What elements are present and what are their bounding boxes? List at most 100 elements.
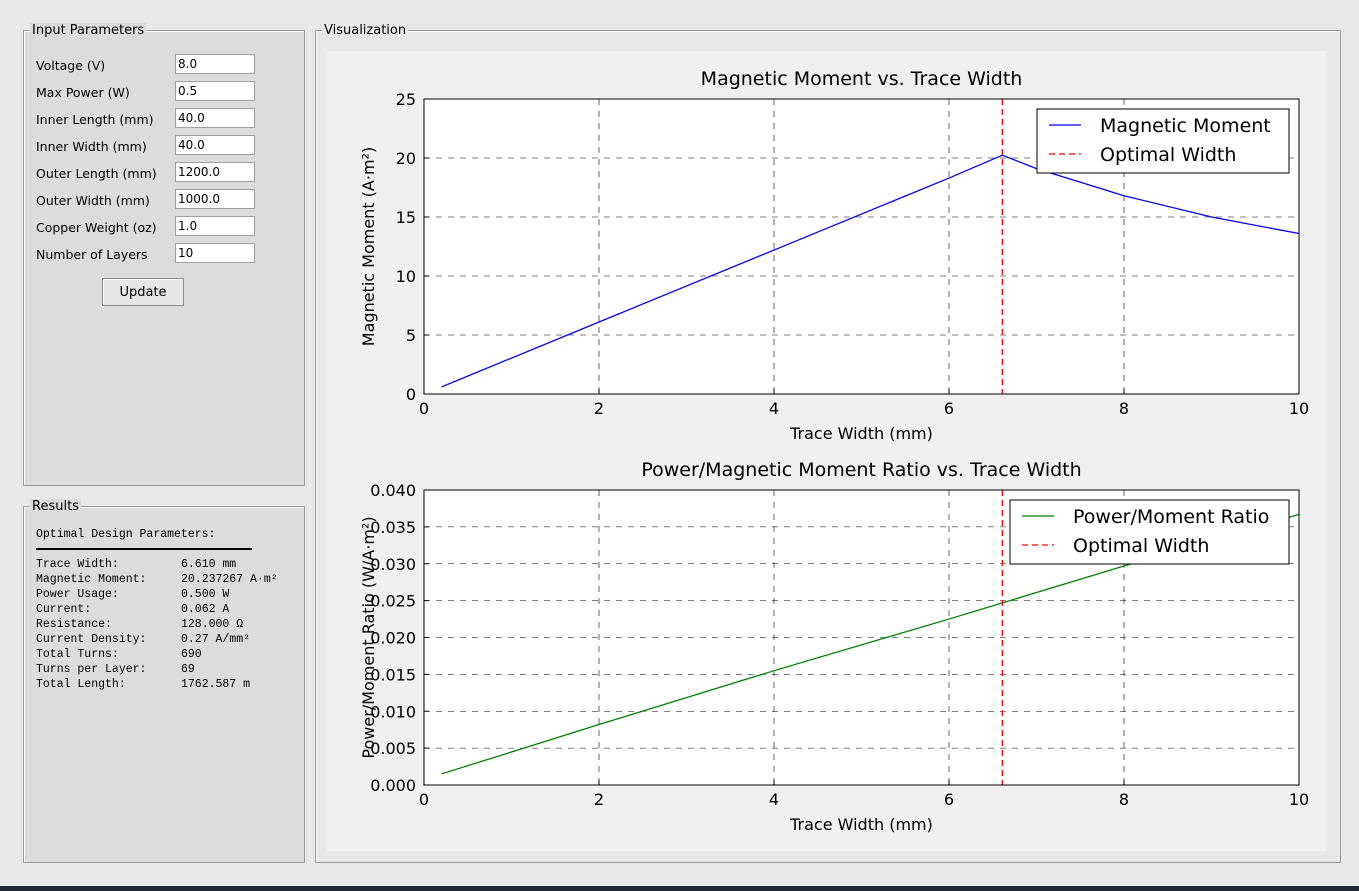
series-line (441, 154, 1300, 388)
results-divider (36, 548, 252, 550)
results-heading: Optimal Design Parameters: (36, 528, 216, 541)
number-of-layers-input[interactable] (175, 243, 255, 263)
results-panel: Results Optimal Design Parameters: Trace… (23, 499, 305, 863)
x-tick-label: 2 (594, 399, 604, 418)
x-tick-label: 0 (419, 399, 429, 418)
y-tick-label: 0.025 (370, 592, 416, 611)
result-value: 20.237267 A·m² (181, 573, 278, 586)
input-parameters-title: Input Parameters (30, 23, 147, 38)
update-button[interactable]: Update (102, 278, 184, 306)
x-tick-label: 0 (419, 790, 429, 809)
result-value: 128.000 Ω (181, 618, 244, 631)
x-tick-label: 4 (769, 399, 779, 418)
y-axis-label: Magnetic Moment (A·m²) (359, 147, 378, 346)
taskbar-strip (0, 886, 1359, 891)
legend-optimal-label: Optimal Width (1100, 144, 1236, 166)
result-value: 0.27 A/mm² (181, 633, 251, 646)
result-key: Turns per Layer: (36, 663, 147, 676)
y-tick-label: 0.010 (370, 702, 416, 721)
chart-title: Magnetic Moment vs. Trace Width (701, 68, 1023, 90)
results-title: Results (30, 499, 81, 514)
legend-series-label: Power/Moment Ratio (1073, 506, 1269, 528)
result-key: Current: (36, 603, 92, 616)
y-tick-label: 0.035 (370, 518, 416, 537)
plot-frame (423, 489, 1300, 786)
y-tick-label: 15 (396, 208, 416, 227)
x-tick-label: 4 (769, 790, 779, 809)
result-row: Trace Width: 6.610 mm (36, 557, 278, 572)
voltage-input[interactable] (175, 54, 255, 74)
result-row: Turns per Layer: 69 (36, 662, 278, 677)
inner-length-input[interactable] (175, 108, 255, 128)
input-parameters-panel: Input Parameters Voltage (V) Max Power (… (23, 23, 305, 486)
copper-weight-input[interactable] (175, 216, 255, 236)
y-tick-label: 0 (406, 385, 416, 404)
y-axis-label: Power/Moment Ratio (W/A·m²) (359, 516, 378, 758)
plot-canvas: 0 2 4 6 8 10 0 5 10 15 20 25 Magnetic Moment vs. Tra… (327, 51, 1327, 851)
number-of-layers-label: Number of Layers (36, 247, 148, 262)
result-key: Total Turns: (36, 648, 119, 661)
copper-weight-row: Copper Weight (oz) (36, 216, 266, 238)
y-tick-label: 0.020 (370, 629, 416, 648)
x-tick-label: 6 (944, 399, 954, 418)
series-line (441, 513, 1300, 775)
inner-width-row: Inner Width (mm) (36, 135, 266, 157)
result-row: Magnetic Moment: 20.237267 A·m² (36, 572, 278, 587)
y-tick-label: 0.015 (370, 665, 416, 684)
y-tick-label: 0.005 (370, 739, 416, 758)
plot-frame (423, 98, 1300, 395)
result-value: 1762.587 m (181, 678, 251, 691)
x-tick-label: 6 (944, 790, 954, 809)
y-tick-label: 0.030 (370, 555, 416, 574)
result-key: Magnetic Moment: (36, 573, 147, 586)
outer-length-input[interactable] (175, 162, 255, 182)
x-tick-label: 10 (1289, 790, 1309, 809)
visualization-panel: Visualization 0 2 4 6 8 10 0 5 10 15 20 25 Magnetic … (315, 23, 1341, 863)
result-key: Current Density: (36, 633, 147, 646)
inner-width-input[interactable] (175, 135, 255, 155)
legend-series-label: Magnetic Moment (1100, 115, 1271, 137)
x-tick-label: 8 (1119, 790, 1129, 809)
legend-box (1036, 108, 1290, 174)
y-tick-label: 25 (396, 90, 416, 109)
legend-box (1009, 499, 1290, 565)
outer-width-input[interactable] (175, 189, 255, 209)
result-row: Resistance: 128.000 Ω (36, 617, 278, 632)
x-tick-label: 10 (1289, 399, 1309, 418)
copper-weight-label: Copper Weight (oz) (36, 220, 157, 235)
number-of-layers-row: Number of Layers (36, 243, 266, 265)
outer-width-label: Outer Width (mm) (36, 193, 150, 208)
y-tick-label: 10 (396, 267, 416, 286)
inner-length-label: Inner Length (mm) (36, 112, 154, 127)
result-row: Power Usage: 0.500 W (36, 587, 278, 602)
max-power-label: Max Power (W) (36, 85, 130, 100)
max-power-input[interactable] (175, 81, 255, 101)
inner-length-row: Inner Length (mm) (36, 108, 266, 130)
result-row: Current: 0.062 A (36, 602, 278, 617)
legend-optimal-label: Optimal Width (1073, 535, 1209, 557)
chart-title: Power/Magnetic Moment Ratio vs. Trace Wi… (641, 459, 1081, 481)
result-value: 690 (181, 648, 202, 661)
visualization-title: Visualization (322, 23, 409, 38)
result-key: Trace Width: (36, 558, 119, 571)
y-tick-label: 5 (406, 326, 416, 345)
x-axis-label: Trace Width (mm) (789, 424, 933, 443)
results-text: Optimal Design Parameters: Trace Width: 6… (36, 527, 278, 692)
result-key: Total Length: (36, 678, 126, 691)
max-power-row: Max Power (W) (36, 81, 266, 103)
result-key: Power Usage: (36, 588, 119, 601)
result-value: 6.610 mm (181, 558, 237, 571)
y-tick-label: 0.040 (370, 481, 416, 500)
voltage-label: Voltage (V) (36, 58, 106, 73)
x-axis-label: Trace Width (mm) (789, 815, 933, 834)
x-tick-label: 8 (1119, 399, 1129, 418)
y-tick-label: 0.000 (370, 776, 416, 795)
inner-width-label: Inner Width (mm) (36, 139, 147, 154)
result-value: 0.500 W (181, 588, 230, 601)
outer-width-row: Outer Width (mm) (36, 189, 266, 211)
result-row: Total Turns: 690 (36, 647, 278, 662)
result-row: Total Length: 1762.587 m (36, 677, 278, 692)
outer-length-row: Outer Length (mm) (36, 162, 266, 184)
result-value: 0.062 A (181, 603, 230, 616)
